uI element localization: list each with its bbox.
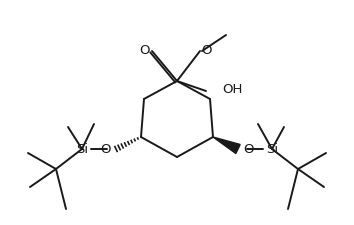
Text: O: O (101, 143, 111, 156)
Text: O: O (140, 43, 150, 56)
Polygon shape (213, 137, 240, 154)
Text: Si: Si (76, 143, 88, 156)
Text: O: O (243, 143, 253, 156)
Text: Si: Si (266, 143, 278, 156)
Text: O: O (201, 43, 211, 56)
Text: OH: OH (222, 83, 242, 96)
